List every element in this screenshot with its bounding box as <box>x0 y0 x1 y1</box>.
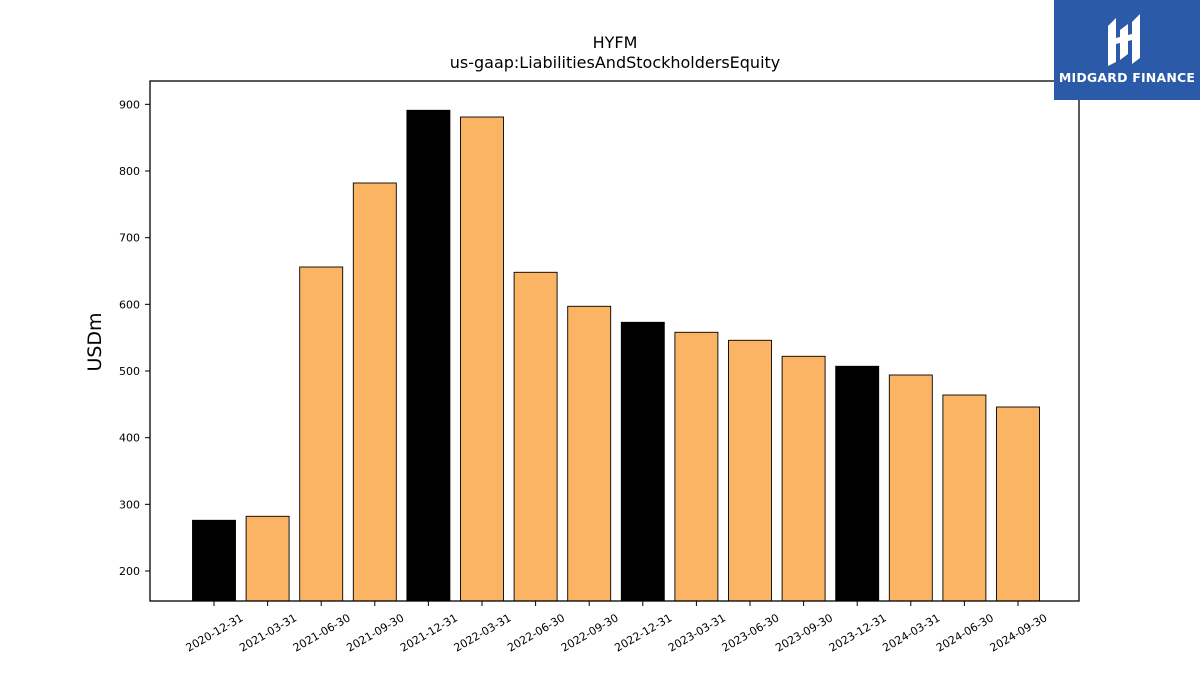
y-tick-label: 500 <box>119 365 140 378</box>
x-tick-label: 2024-06-30 <box>934 611 996 654</box>
x-tick-label: 2024-09-30 <box>988 611 1050 654</box>
x-tick-label: 2020-12-31 <box>184 611 246 654</box>
y-tick-label: 900 <box>119 98 140 111</box>
brand-logo: MIDGARD FINANCE <box>1054 0 1200 100</box>
bars-group <box>192 109 1040 602</box>
plot-frame <box>149 80 1080 602</box>
x-tick-label: 2022-09-30 <box>559 611 621 654</box>
x-tick-label: 2022-03-31 <box>452 611 514 654</box>
bar-2021-03-31 <box>245 515 290 602</box>
midgard-logo-icon <box>1108 14 1140 66</box>
bar-2024-03-31 <box>888 374 933 602</box>
y-tick-label: 600 <box>119 298 140 311</box>
bar-2021-12-31 <box>406 109 451 602</box>
y-tick-label: 300 <box>119 498 140 511</box>
x-tick-label: 2021-09-30 <box>344 611 406 654</box>
chart-title: HYFM <box>593 33 638 52</box>
x-tick-label: 2024-03-31 <box>880 611 942 654</box>
x-tick-label: 2022-06-30 <box>505 611 567 654</box>
bar-2024-06-30 <box>942 394 987 602</box>
bar-2023-12-31 <box>835 365 880 602</box>
y-tick-label: 800 <box>119 165 140 178</box>
x-axis: 2020-12-312021-03-312021-06-302021-09-30… <box>184 601 1050 655</box>
x-tick-label: 2023-12-31 <box>827 611 889 654</box>
y-tick-label: 200 <box>119 565 140 578</box>
bar-2023-06-30 <box>728 339 772 602</box>
bar-2022-03-31 <box>460 116 504 602</box>
x-tick-label: 2021-06-30 <box>291 611 353 654</box>
bar-2022-06-30 <box>513 271 558 602</box>
x-tick-label: 2021-12-31 <box>398 611 460 654</box>
x-tick-label: 2023-03-31 <box>666 611 728 654</box>
bar-2024-09-30 <box>996 406 1040 602</box>
chart-subtitle: us-gaap:LiabilitiesAndStockholdersEquity <box>450 53 781 72</box>
y-tick-label: 400 <box>119 432 140 445</box>
y-tick-label: 700 <box>119 232 140 245</box>
bar-2020-12-31 <box>192 519 236 602</box>
bar-2022-12-31 <box>620 321 665 602</box>
x-tick-label: 2022-12-31 <box>612 611 674 654</box>
bar-2023-03-31 <box>674 331 719 602</box>
bar-2022-09-30 <box>567 305 612 602</box>
logo-text: MIDGARD FINANCE <box>1058 70 1196 85</box>
bar-2023-09-30 <box>781 355 826 602</box>
x-tick-label: 2021-03-31 <box>237 611 299 654</box>
x-tick-label: 2023-09-30 <box>773 611 835 654</box>
y-axis: 200 300 400 500 600 700 800 900 <box>119 98 150 578</box>
x-tick-label: 2023-06-30 <box>720 611 782 654</box>
bar-2021-06-30 <box>299 266 344 602</box>
bar-2021-09-30 <box>352 182 397 602</box>
y-axis-label: USDm <box>84 312 106 371</box>
